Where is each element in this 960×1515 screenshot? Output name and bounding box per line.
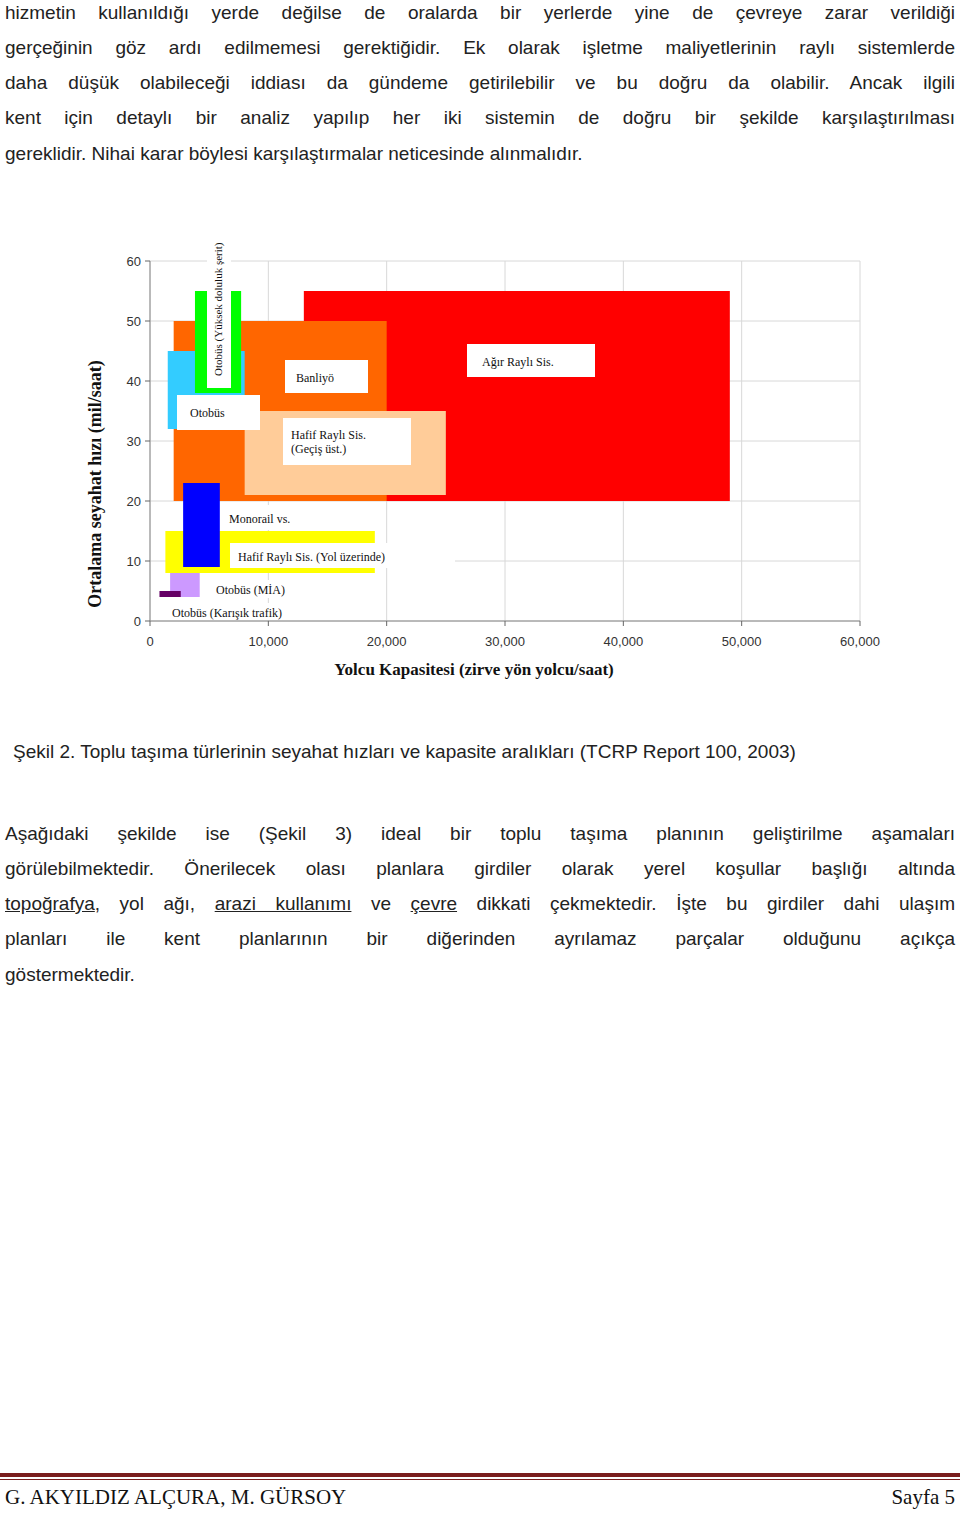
text-line: topoğrafya, yol ağı, arazi kullanımı ve … — [5, 886, 955, 921]
label-box — [207, 215, 231, 388]
page-body: hizmetin kullanıldığı yerde değilse de o… — [0, 0, 960, 1515]
x-tick-label: 50,000 — [722, 634, 762, 649]
range-label: Monorail vs. — [229, 512, 290, 526]
text-line: daha düşük olabileceği iddiası da gündem… — [5, 65, 955, 100]
x-tick-label: 40,000 — [603, 634, 643, 649]
x-tick — [860, 621, 861, 626]
footer-rule — [0, 1473, 960, 1477]
range-box — [159, 591, 180, 597]
text-line: görülebilmektedir. Önerilecek olası plan… — [5, 851, 955, 886]
text-line: kent için detaylı bir analiz yapılıp her… — [5, 100, 955, 135]
range-label: Otobüs — [190, 406, 225, 420]
footer-page: Sayfa 5 — [891, 1485, 955, 1510]
x-tick — [741, 621, 742, 626]
text-line: gereklidir. Nihai karar böylesi karşılaş… — [5, 136, 955, 171]
text-run: ve — [351, 893, 410, 914]
chart: 0 10 20 30 40 50 60 0 10,000 20,000 30,000 40,000 50… — [0, 0, 960, 1515]
page: hizmetin kullanıldığı yerde değilse de o… — [0, 0, 960, 1515]
y-tick-label: 40 — [127, 374, 141, 389]
y-tick-label: 20 — [127, 494, 141, 509]
x-tick-label: 0 — [146, 634, 153, 649]
text-line: gerçeğinin göz ardı edilmemesi gerektiği… — [5, 30, 955, 65]
grid-line — [150, 261, 860, 262]
y-tick — [145, 381, 150, 382]
footer-rule — [0, 1479, 960, 1480]
y-tick — [145, 261, 150, 262]
range-label: Otobüs (Karışık trafik) — [172, 606, 282, 620]
x-tick — [623, 621, 624, 626]
figure-caption: Şekil 2. Toplu taşıma türlerinin seyahat… — [13, 734, 960, 769]
y-tick-label: 50 — [127, 314, 141, 329]
y-axis-title: Ortalama seyahat hızı (mil/saat) — [85, 360, 106, 607]
y-tick-label: 0 — [134, 614, 141, 629]
label-box — [220, 505, 335, 530]
label-box — [283, 418, 411, 465]
x-tick — [386, 621, 387, 626]
text-line: Aşağıdaki şekilde ise (Şekil 3) ideal bi… — [5, 816, 955, 851]
grid — [150, 261, 860, 621]
range-label: Otobüs (MİA) — [216, 583, 285, 597]
text-run: dikkati çekmektedir. İşte bu girdiler da… — [457, 893, 955, 914]
y-tick-label: 30 — [127, 434, 141, 449]
range-label: Banliyö — [296, 371, 334, 385]
range-label: Ağır Raylı Sis. — [482, 355, 554, 369]
label-box — [230, 543, 455, 568]
footer-authors: G. AKYILDIZ ALÇURA, M. GÜRSOY — [5, 1485, 346, 1510]
range-box — [245, 411, 446, 495]
x-tick — [505, 621, 506, 626]
text-line: hizmetin kullanıldığı yerde değilse de o… — [5, 0, 955, 30]
text-run: çevre — [411, 893, 457, 914]
x-tick-label: 10,000 — [248, 634, 288, 649]
label-box — [177, 395, 260, 430]
label-part: Hafif Raylı Sis. — [291, 428, 366, 442]
label-part: (Geçiş üst.) — [291, 442, 346, 456]
text-line: göstermektedir. — [5, 957, 955, 992]
y-tick-label: 10 — [127, 554, 141, 569]
x-tick-label: 60,000 — [840, 634, 880, 649]
x-tick — [268, 621, 269, 626]
range-box — [183, 483, 220, 567]
x-tick-label: 30,000 — [485, 634, 525, 649]
text-run: topoğrafya — [5, 893, 95, 914]
range-label: Hafif Raylı Sis.(Geçiş üst.) — [291, 428, 366, 456]
label-box — [205, 580, 300, 598]
text-line: planları ile kent planlarının bir diğeri… — [5, 921, 955, 956]
text-run: arazi kullanımı — [215, 893, 352, 914]
x-axis-title: Yolcu Kapasitesi (zirve yön yolcu/saat) — [334, 660, 614, 679]
text-run: , yol ağı, — [95, 893, 215, 914]
range-labels: Ağır Raylı Sis. Banliyö Hafif Raylı Sis.(G… — [165, 215, 595, 620]
range-label: Otobüs (Yüksek doluluk şerit) — [212, 242, 225, 376]
y-tick — [145, 621, 150, 622]
y-tick — [145, 501, 150, 502]
x-tick-label: 20,000 — [367, 634, 407, 649]
y-tick — [145, 441, 150, 442]
axes: 0 10 20 30 40 50 60 0 10,000 20,000 30,000 40,000 50… — [127, 254, 880, 650]
label-box — [285, 360, 368, 393]
range-boxes — [159, 291, 729, 597]
y-tick — [145, 561, 150, 562]
range-label: Hafif Raylı Sis. (Yol üzerinde) — [238, 550, 385, 564]
y-tick — [145, 321, 150, 322]
label-box — [467, 344, 595, 377]
x-tick — [150, 621, 151, 626]
y-tick-label: 60 — [127, 254, 141, 269]
label-box — [165, 603, 300, 620]
